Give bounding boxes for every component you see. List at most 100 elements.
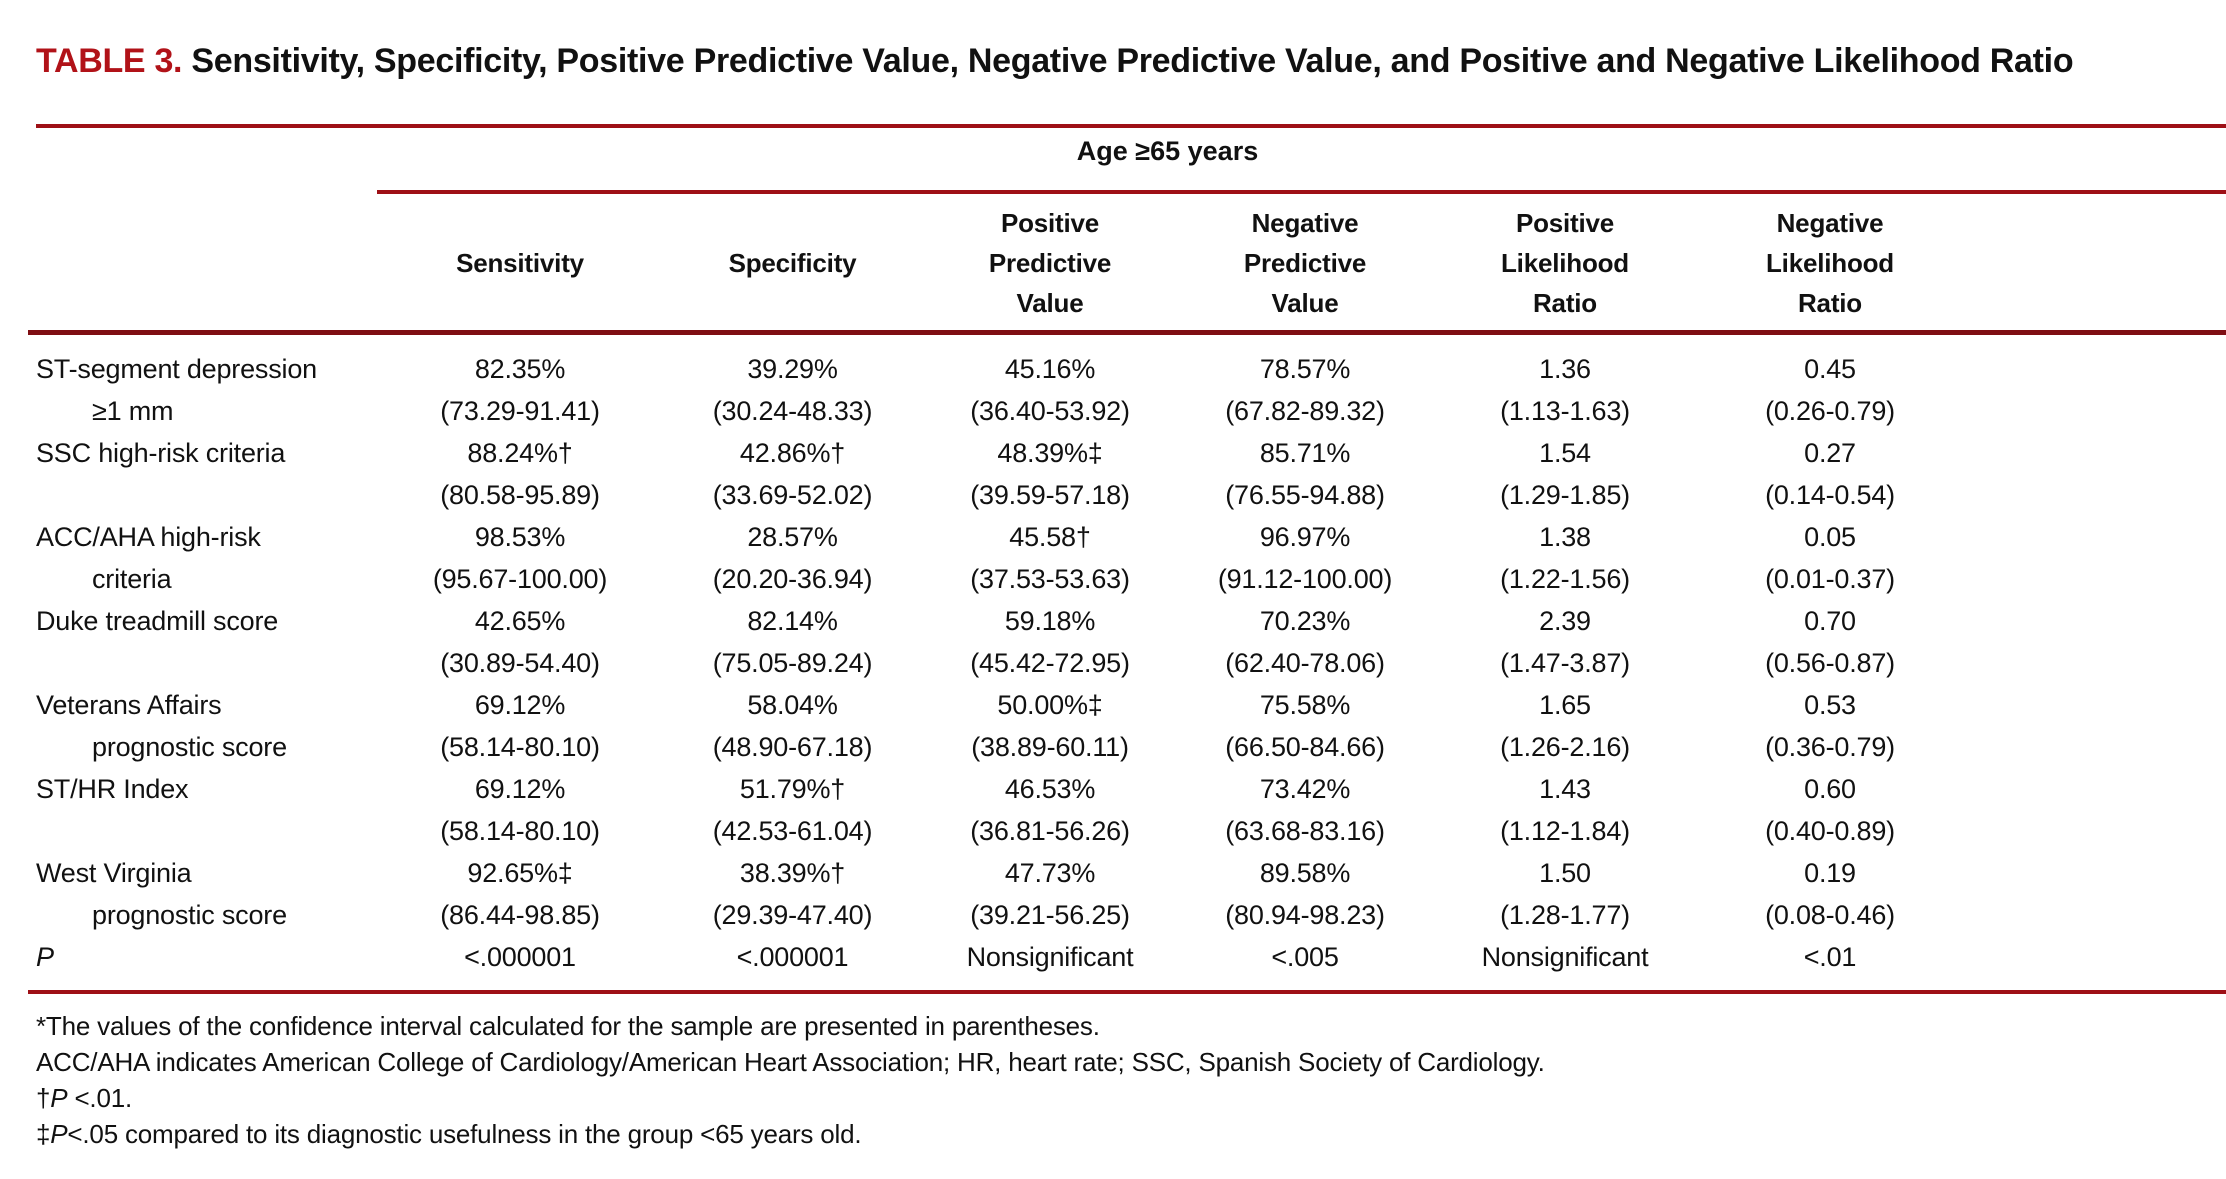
row-label: ST-segment depression	[36, 353, 317, 384]
table-row-line: ST-segment depression 82.35% 39.29% 45.1…	[0, 348, 2226, 390]
cell-npv: (91.12-100.00)	[1217, 563, 1393, 594]
cell-ppv: 47.73%	[1004, 857, 1096, 888]
cell-ppv: Nonsignificant	[966, 941, 1134, 972]
cell-plr: (1.29-1.85)	[1500, 479, 1630, 510]
cell-npv: 70.23%	[1259, 605, 1351, 636]
table-row-line: prognostic score (86.44-98.85) (29.39-47…	[0, 894, 2226, 936]
cell-plr: (1.13-1.63)	[1500, 395, 1630, 426]
cell-sensitivity: (58.14-80.10)	[440, 731, 600, 762]
cell-sensitivity: (95.67-100.00)	[432, 563, 608, 594]
cell-plr: (1.47-3.87)	[1500, 647, 1630, 678]
cell-specificity: (48.90-67.18)	[712, 731, 873, 762]
cell-npv: 73.42%	[1259, 773, 1351, 804]
rule-below-group-header	[377, 190, 2226, 194]
cell-sensitivity: 88.24%†	[467, 437, 573, 468]
column-header-sensitivity: Sensitivity	[456, 248, 584, 278]
cell-specificity: (20.20-36.94)	[712, 563, 873, 594]
cell-specificity: (75.05-89.24)	[712, 647, 873, 678]
cell-plr: 1.65	[1539, 689, 1591, 720]
cell-npv: (66.50-84.66)	[1225, 731, 1385, 762]
cell-ppv: 45.58†	[1009, 521, 1091, 552]
cell-specificity: 28.57%	[747, 521, 838, 552]
table-row-line: (30.89-54.40) (75.05-89.24) (45.42-72.95…	[0, 642, 2226, 684]
cell-plr: 1.38	[1539, 521, 1591, 552]
table-header-row: Sensitivity Specificity Positive Predict…	[0, 200, 2226, 326]
cell-npv: 85.71%	[1259, 437, 1351, 468]
cell-specificity: 51.79%†	[739, 773, 846, 804]
footnote-line: ACC/AHA indicates American College of Ca…	[36, 1047, 1545, 1077]
cell-nlr: (0.56-0.87)	[1765, 647, 1895, 678]
cell-ppv: (39.59-57.18)	[970, 479, 1130, 510]
cell-specificity: 42.86%†	[739, 437, 846, 468]
cell-nlr: 0.45	[1804, 353, 1856, 384]
cell-npv: (62.40-78.06)	[1225, 647, 1385, 678]
cell-npv: (67.82-89.32)	[1225, 395, 1385, 426]
cell-npv: 78.57%	[1259, 353, 1351, 384]
cell-sensitivity: (73.29-91.41)	[440, 395, 600, 426]
footnote-line: †P <.01.	[36, 1083, 132, 1113]
cell-npv: <.005	[1271, 941, 1339, 972]
cell-sensitivity: (30.89-54.40)	[440, 647, 600, 678]
table-row-line: (80.58-95.89) (33.69-52.02) (39.59-57.18…	[0, 474, 2226, 516]
cell-plr: (1.12-1.84)	[1500, 815, 1630, 846]
cell-sensitivity: 69.12%	[474, 689, 566, 720]
rule-below-table	[28, 990, 2226, 994]
table-number-label: TABLE 3.	[36, 42, 183, 80]
cell-specificity: 82.14%	[747, 605, 838, 636]
cell-ppv: (38.89-60.11)	[971, 731, 1129, 762]
table-row-line: SSC high-risk criteria 88.24%† 42.86%† 4…	[0, 432, 2226, 474]
cell-specificity: (42.53-61.04)	[712, 815, 873, 846]
cell-ppv: (36.81-56.26)	[970, 815, 1130, 846]
table-row-line: ≥1 mm (73.29-91.41) (30.24-48.33) (36.40…	[0, 390, 2226, 432]
table-footnotes: *The values of the confidence interval c…	[36, 1008, 2196, 1152]
table-row-line: (58.14-80.10) (42.53-61.04) (36.81-56.26…	[0, 810, 2226, 852]
cell-ppv: (36.40-53.92)	[970, 395, 1130, 426]
cell-plr: (1.26-2.16)	[1500, 731, 1630, 762]
table-row-line: ACC/AHA high-risk 98.53% 28.57% 45.58† 9…	[0, 516, 2226, 558]
column-header-ppv: Positive Predictive Value	[988, 208, 1112, 318]
cell-npv: (63.68-83.16)	[1225, 815, 1385, 846]
cell-nlr: 0.53	[1804, 689, 1856, 720]
cell-specificity: (30.24-48.33)	[712, 395, 873, 426]
cell-nlr: (0.14-0.54)	[1765, 479, 1895, 510]
row-label: ST/HR Index	[36, 773, 189, 804]
table-row-line: West Virginia 92.65%‡ 38.39%† 47.73% 89.…	[0, 852, 2226, 894]
cell-plr: 1.36	[1539, 353, 1591, 384]
column-group-header: Age ≥65 years	[1076, 136, 1259, 166]
cell-plr: (1.22-1.56)	[1500, 563, 1630, 594]
cell-npv: (80.94-98.23)	[1225, 899, 1385, 930]
cell-ppv: 50.00%‡	[997, 689, 1103, 720]
cell-ppv: 46.53%	[1004, 773, 1096, 804]
cell-nlr: (0.36-0.79)	[1765, 731, 1895, 762]
table-row-line: Duke treadmill score 42.65% 82.14% 59.18…	[0, 600, 2226, 642]
cell-ppv: 59.18%	[1004, 605, 1096, 636]
cell-nlr: 0.05	[1804, 521, 1856, 552]
cell-nlr: <.01	[1803, 941, 1857, 972]
cell-sensitivity: (86.44-98.85)	[440, 899, 600, 930]
table-body: ST-segment depression 82.35% 39.29% 45.1…	[0, 348, 2226, 978]
cell-nlr: 0.70	[1804, 605, 1856, 636]
column-header-nlr: Negative Likelihood Ratio	[1765, 208, 1894, 318]
cell-ppv: 48.39%‡	[997, 437, 1103, 468]
row-label: prognostic score	[92, 899, 287, 930]
cell-specificity: 39.29%	[747, 353, 838, 384]
rule-below-title	[36, 124, 2226, 128]
cell-nlr: (0.01-0.37)	[1765, 563, 1895, 594]
cell-sensitivity: 69.12%	[474, 773, 566, 804]
table-row-line: ST/HR Index 69.12% 51.79%† 46.53% 73.42%…	[0, 768, 2226, 810]
row-label: Duke treadmill score	[36, 605, 279, 636]
cell-specificity: (33.69-52.02)	[712, 479, 873, 510]
cell-plr: (1.28-1.77)	[1500, 899, 1630, 930]
table-title-text: Sensitivity, Specificity, Positive Predi…	[191, 42, 2074, 80]
row-label: Veterans Affairs	[36, 689, 222, 720]
cell-plr: 1.43	[1539, 773, 1591, 804]
cell-sensitivity: 98.53%	[474, 521, 566, 552]
cell-specificity: (29.39-47.40)	[712, 899, 873, 930]
cell-plr: 2.39	[1539, 605, 1591, 636]
cell-nlr: (0.26-0.79)	[1765, 395, 1895, 426]
cell-nlr: 0.60	[1804, 773, 1856, 804]
cell-npv: 75.58%	[1259, 689, 1351, 720]
cell-nlr: (0.40-0.89)	[1765, 815, 1895, 846]
row-label: West Virginia	[36, 857, 192, 888]
